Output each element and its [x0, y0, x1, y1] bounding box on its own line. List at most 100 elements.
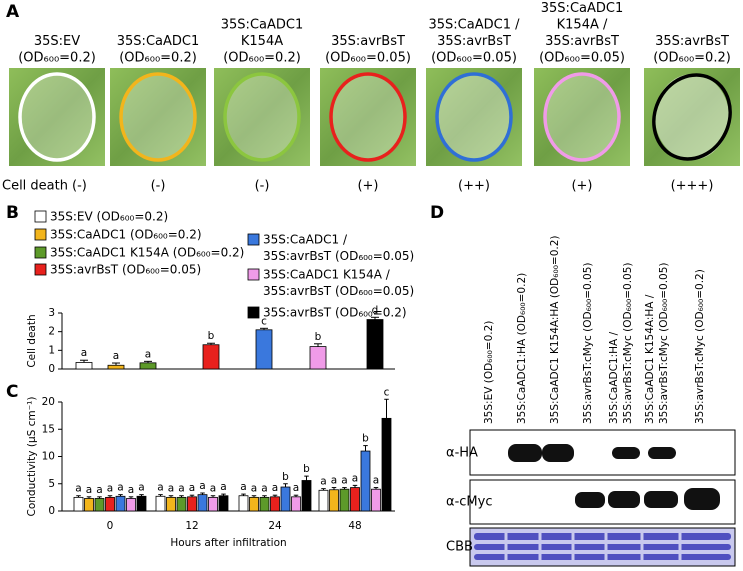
cmyc-bands: [575, 488, 720, 510]
lane-label: 35S:EV (OD₆₀₀=0.2): [483, 321, 495, 424]
lane-label: 35S:CaADC1:HA (OD₆₀₀=0.2): [516, 273, 528, 424]
bar: [291, 496, 301, 512]
sample-label: 35S:avrBsT: [331, 34, 405, 49]
significance-letter: a: [352, 472, 358, 484]
bar: [249, 496, 259, 512]
y-tick-label: 0: [48, 505, 55, 517]
sample-label: (OD₆₀₀=0.05): [431, 51, 517, 66]
y-tick-label: 1: [48, 344, 55, 356]
infiltration-circle: [543, 72, 621, 162]
sample-label: (OD₆₀₀=0.2): [653, 51, 731, 66]
infiltration-zone: [121, 74, 195, 160]
significance-letter: b: [303, 463, 310, 475]
significance-letter: a: [373, 475, 379, 487]
sample-label: 35S:avrBsT: [437, 34, 511, 49]
lane-label: 35S:CaADC1 K154A:HA (OD₆₀₀=0.2): [549, 236, 561, 425]
bar: [371, 488, 381, 512]
legend-label: 35S:CaADC1 K154A /: [263, 268, 391, 282]
bar: [329, 489, 339, 512]
bar: [197, 494, 208, 512]
bar: [255, 329, 273, 370]
sample-label: (OD₆₀₀=0.05): [325, 51, 411, 66]
bar: [366, 319, 384, 370]
legend-label: 35S:CaADC1 (OD₆₀₀=0.2): [50, 228, 202, 242]
lane-label: 35S:avrBsT:cMyc (OD₆₀₀=0.05): [622, 262, 634, 424]
sample-label: K154A: [241, 34, 283, 49]
cbb-bands: [474, 533, 731, 560]
bar: [105, 496, 115, 512]
legend-swatch: [34, 246, 47, 259]
legend-label: 35S:EV (OD₆₀₀=0.2): [50, 210, 168, 224]
sample-label: 35S:avrBsT: [655, 34, 729, 49]
infiltration-zone: [20, 74, 94, 160]
significance-letter: a: [251, 483, 257, 495]
infiltration-circle: [435, 72, 513, 162]
significance-letter: b: [208, 330, 215, 342]
significance-letter: a: [178, 483, 184, 495]
bar: [318, 489, 329, 512]
bar: [139, 362, 157, 370]
legend-label: 35S:avrBsT (OD₆₀₀=0.05): [50, 263, 201, 277]
significance-letter: a: [341, 475, 347, 487]
y-tick-label: 3: [48, 307, 55, 319]
significance-letter: a: [210, 483, 216, 495]
significance-letter: a: [157, 482, 163, 494]
sample-label: 35S:CaADC1 /: [429, 18, 521, 33]
significance-letter: b: [362, 433, 369, 445]
bar: [238, 495, 249, 512]
legend-label: 35S:CaADC1 /: [263, 233, 348, 247]
significance-letter: c: [261, 315, 267, 327]
significance-letter: d: [372, 304, 379, 316]
significance-letter: a: [240, 481, 246, 493]
cell-death-score: (+++): [671, 179, 714, 194]
y-tick-label: 15: [42, 423, 55, 435]
legend-label: 35S:avrBsT (OD₆₀₀=0.2): [263, 306, 407, 320]
significance-letter: c: [384, 386, 390, 398]
blot-row-label: α-cMyc: [446, 495, 492, 510]
legend-swatch: [247, 306, 260, 319]
significance-letter: a: [331, 475, 337, 487]
significance-letter: a: [128, 484, 134, 496]
infiltration-zone: [655, 74, 729, 160]
bar: [94, 498, 105, 512]
leaf-image: [320, 68, 416, 166]
blot-row-label: CBB: [446, 540, 473, 555]
legend-swatch: [247, 268, 260, 281]
cell-death-score: (-): [255, 179, 270, 194]
y-tick-label: 20: [42, 396, 55, 408]
bar: [259, 496, 270, 512]
y-tick-label: 2: [48, 326, 55, 338]
legend-label: 35S:avrBsT (OD₆₀₀=0.05): [263, 249, 414, 263]
bar: [202, 344, 220, 370]
infiltration-zone: [437, 74, 511, 160]
sample-label: (OD₆₀₀=0.2): [223, 51, 301, 66]
panel-letter: C: [6, 382, 18, 402]
sample-label: 35S:CaADC1: [117, 34, 199, 49]
ha-bands: [508, 444, 676, 462]
leaf-image: [110, 68, 206, 166]
lane-label: 35S:CaADC1 K154A:HA /: [644, 294, 656, 424]
x-tick-label: 48: [348, 520, 361, 532]
significance-letter: a: [96, 484, 102, 496]
bar: [126, 498, 136, 512]
lane-label: 35S:avrBsT:cMyc (OD₆₀₀=0.05): [582, 262, 594, 424]
significance-letter: a: [320, 476, 326, 488]
infiltration-circle: [119, 72, 197, 162]
bar: [73, 496, 84, 512]
cell-death-score: (-): [151, 179, 166, 194]
legend-swatch: [34, 263, 47, 276]
bar: [155, 495, 166, 512]
bar: [309, 346, 327, 370]
leaf-image: [214, 68, 310, 166]
bar: [208, 496, 218, 512]
leaf-image: [644, 68, 740, 166]
significance-letter: a: [86, 484, 92, 496]
significance-letter: a: [145, 348, 151, 360]
sample-label: K154A /: [557, 18, 608, 33]
legend-swatch: [247, 233, 260, 246]
significance-letter: a: [272, 482, 278, 494]
infiltration-circle: [329, 72, 407, 162]
significance-letter: a: [199, 480, 205, 492]
significance-letter: a: [81, 347, 87, 359]
